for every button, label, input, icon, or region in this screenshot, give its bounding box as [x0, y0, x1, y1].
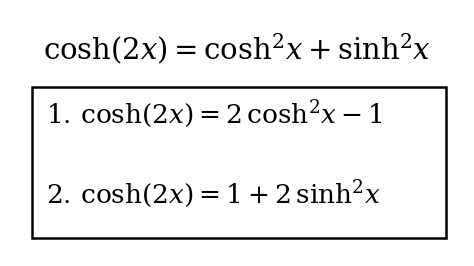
Bar — [32, 87, 447, 238]
Text: $2.\, \mathrm{cosh}(2x) = 1 + 2\, \mathrm{sinh}^2 x$: $2.\, \mathrm{cosh}(2x) = 1 + 2\, \mathr… — [46, 178, 381, 210]
Text: $1.\, \mathrm{cosh}(2x) = 2\, \mathrm{cosh}^2 x - 1$: $1.\, \mathrm{cosh}(2x) = 2\, \mathrm{co… — [46, 98, 383, 130]
Text: $\mathrm{cosh}(2x) = \mathrm{cosh}^2 x + \mathrm{sinh}^2 x$: $\mathrm{cosh}(2x) = \mathrm{cosh}^2 x +… — [43, 31, 431, 66]
